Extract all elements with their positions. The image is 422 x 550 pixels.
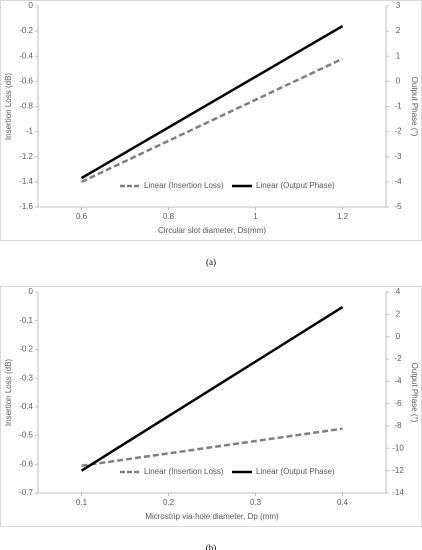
y2-tick-label: -5 (394, 202, 402, 211)
y-tick-label: -0.2 (19, 26, 33, 35)
y-axis-title: Insertion Loss (dB) (4, 359, 13, 426)
x-axis-title: Microstrip via-hole diameter, Dp (mm) (145, 512, 279, 521)
series-line (80, 25, 344, 180)
y-tick-label: -0.3 (19, 373, 33, 382)
x-tick-label: 0.6 (76, 212, 88, 221)
series-line (80, 57, 344, 184)
y2-tick-label: 2 (396, 26, 401, 35)
y-tick-label: 0 (29, 287, 34, 296)
x-tick-label: 1 (253, 212, 258, 221)
y2-tick-label: -4 (394, 177, 402, 186)
x-tick-label: 0.4 (337, 498, 349, 507)
y2-tick-label: -2 (394, 354, 402, 363)
y2-tick-label: 0 (396, 76, 401, 85)
y-axis-title: Insertion Loss (dB) (4, 73, 13, 140)
y2-tick-label: -1 (394, 102, 402, 111)
legend-label: Linear (Output Phase) (256, 467, 335, 476)
y-tick-label: -0.6 (19, 76, 33, 85)
y-tick-label: -1.6 (19, 202, 33, 211)
chart-frame (0, 0, 422, 241)
y-tick-label: -0.5 (19, 431, 33, 440)
series-line (81, 427, 343, 467)
y2-tick-label: -3 (394, 152, 402, 161)
x-axis-title: Circular slot diameter, Ds(mm) (158, 226, 266, 235)
y-tick-label: -1.2 (19, 152, 33, 161)
y2-tick-label: 3 (396, 1, 401, 10)
y2-tick-label: -12 (392, 466, 404, 475)
caption: (b) (206, 543, 217, 550)
y2-tick-label: 1 (396, 51, 401, 60)
y-tick-label: -0.1 (19, 316, 33, 325)
series-line (80, 306, 344, 472)
y2-tick-label: -14 (392, 488, 404, 497)
legend-label: Linear (Insertion Loss) (144, 467, 224, 476)
caption: (a) (206, 257, 216, 267)
y2-axis-title: Output Phase (°) (410, 77, 419, 137)
y2-tick-label: 2 (396, 309, 401, 318)
y2-tick-label: 4 (396, 287, 401, 296)
y2-tick-label: 0 (396, 332, 401, 341)
y-tick-label: -0.2 (19, 345, 33, 354)
y-tick-label: -1 (26, 127, 34, 136)
y-tick-label: -1.4 (19, 177, 33, 186)
chart-frame (0, 286, 422, 527)
y2-axis-title: Output Phase (°) (410, 363, 419, 423)
y-tick-label: -0.4 (19, 402, 33, 411)
legend-label: Linear (Output Phase) (256, 181, 335, 190)
y2-tick-label: -6 (394, 399, 402, 408)
x-tick-label: 0.2 (163, 498, 175, 507)
y-tick-label: 0 (29, 1, 34, 10)
y2-tick-label: -10 (392, 443, 404, 452)
y-tick-label: -0.4 (19, 51, 33, 60)
y2-tick-label: -8 (394, 421, 402, 430)
x-tick-label: 0.1 (76, 498, 88, 507)
legend-label: Linear (Insertion Loss) (144, 181, 224, 190)
x-tick-label: 1.2 (337, 212, 349, 221)
y-tick-label: -0.8 (19, 102, 33, 111)
x-tick-label: 0.3 (250, 498, 262, 507)
y2-tick-label: -2 (394, 127, 402, 136)
y-tick-label: -0.6 (19, 459, 33, 468)
x-tick-label: 0.8 (163, 212, 175, 221)
y2-tick-label: -4 (394, 376, 402, 385)
y-tick-label: -0.7 (19, 488, 33, 497)
